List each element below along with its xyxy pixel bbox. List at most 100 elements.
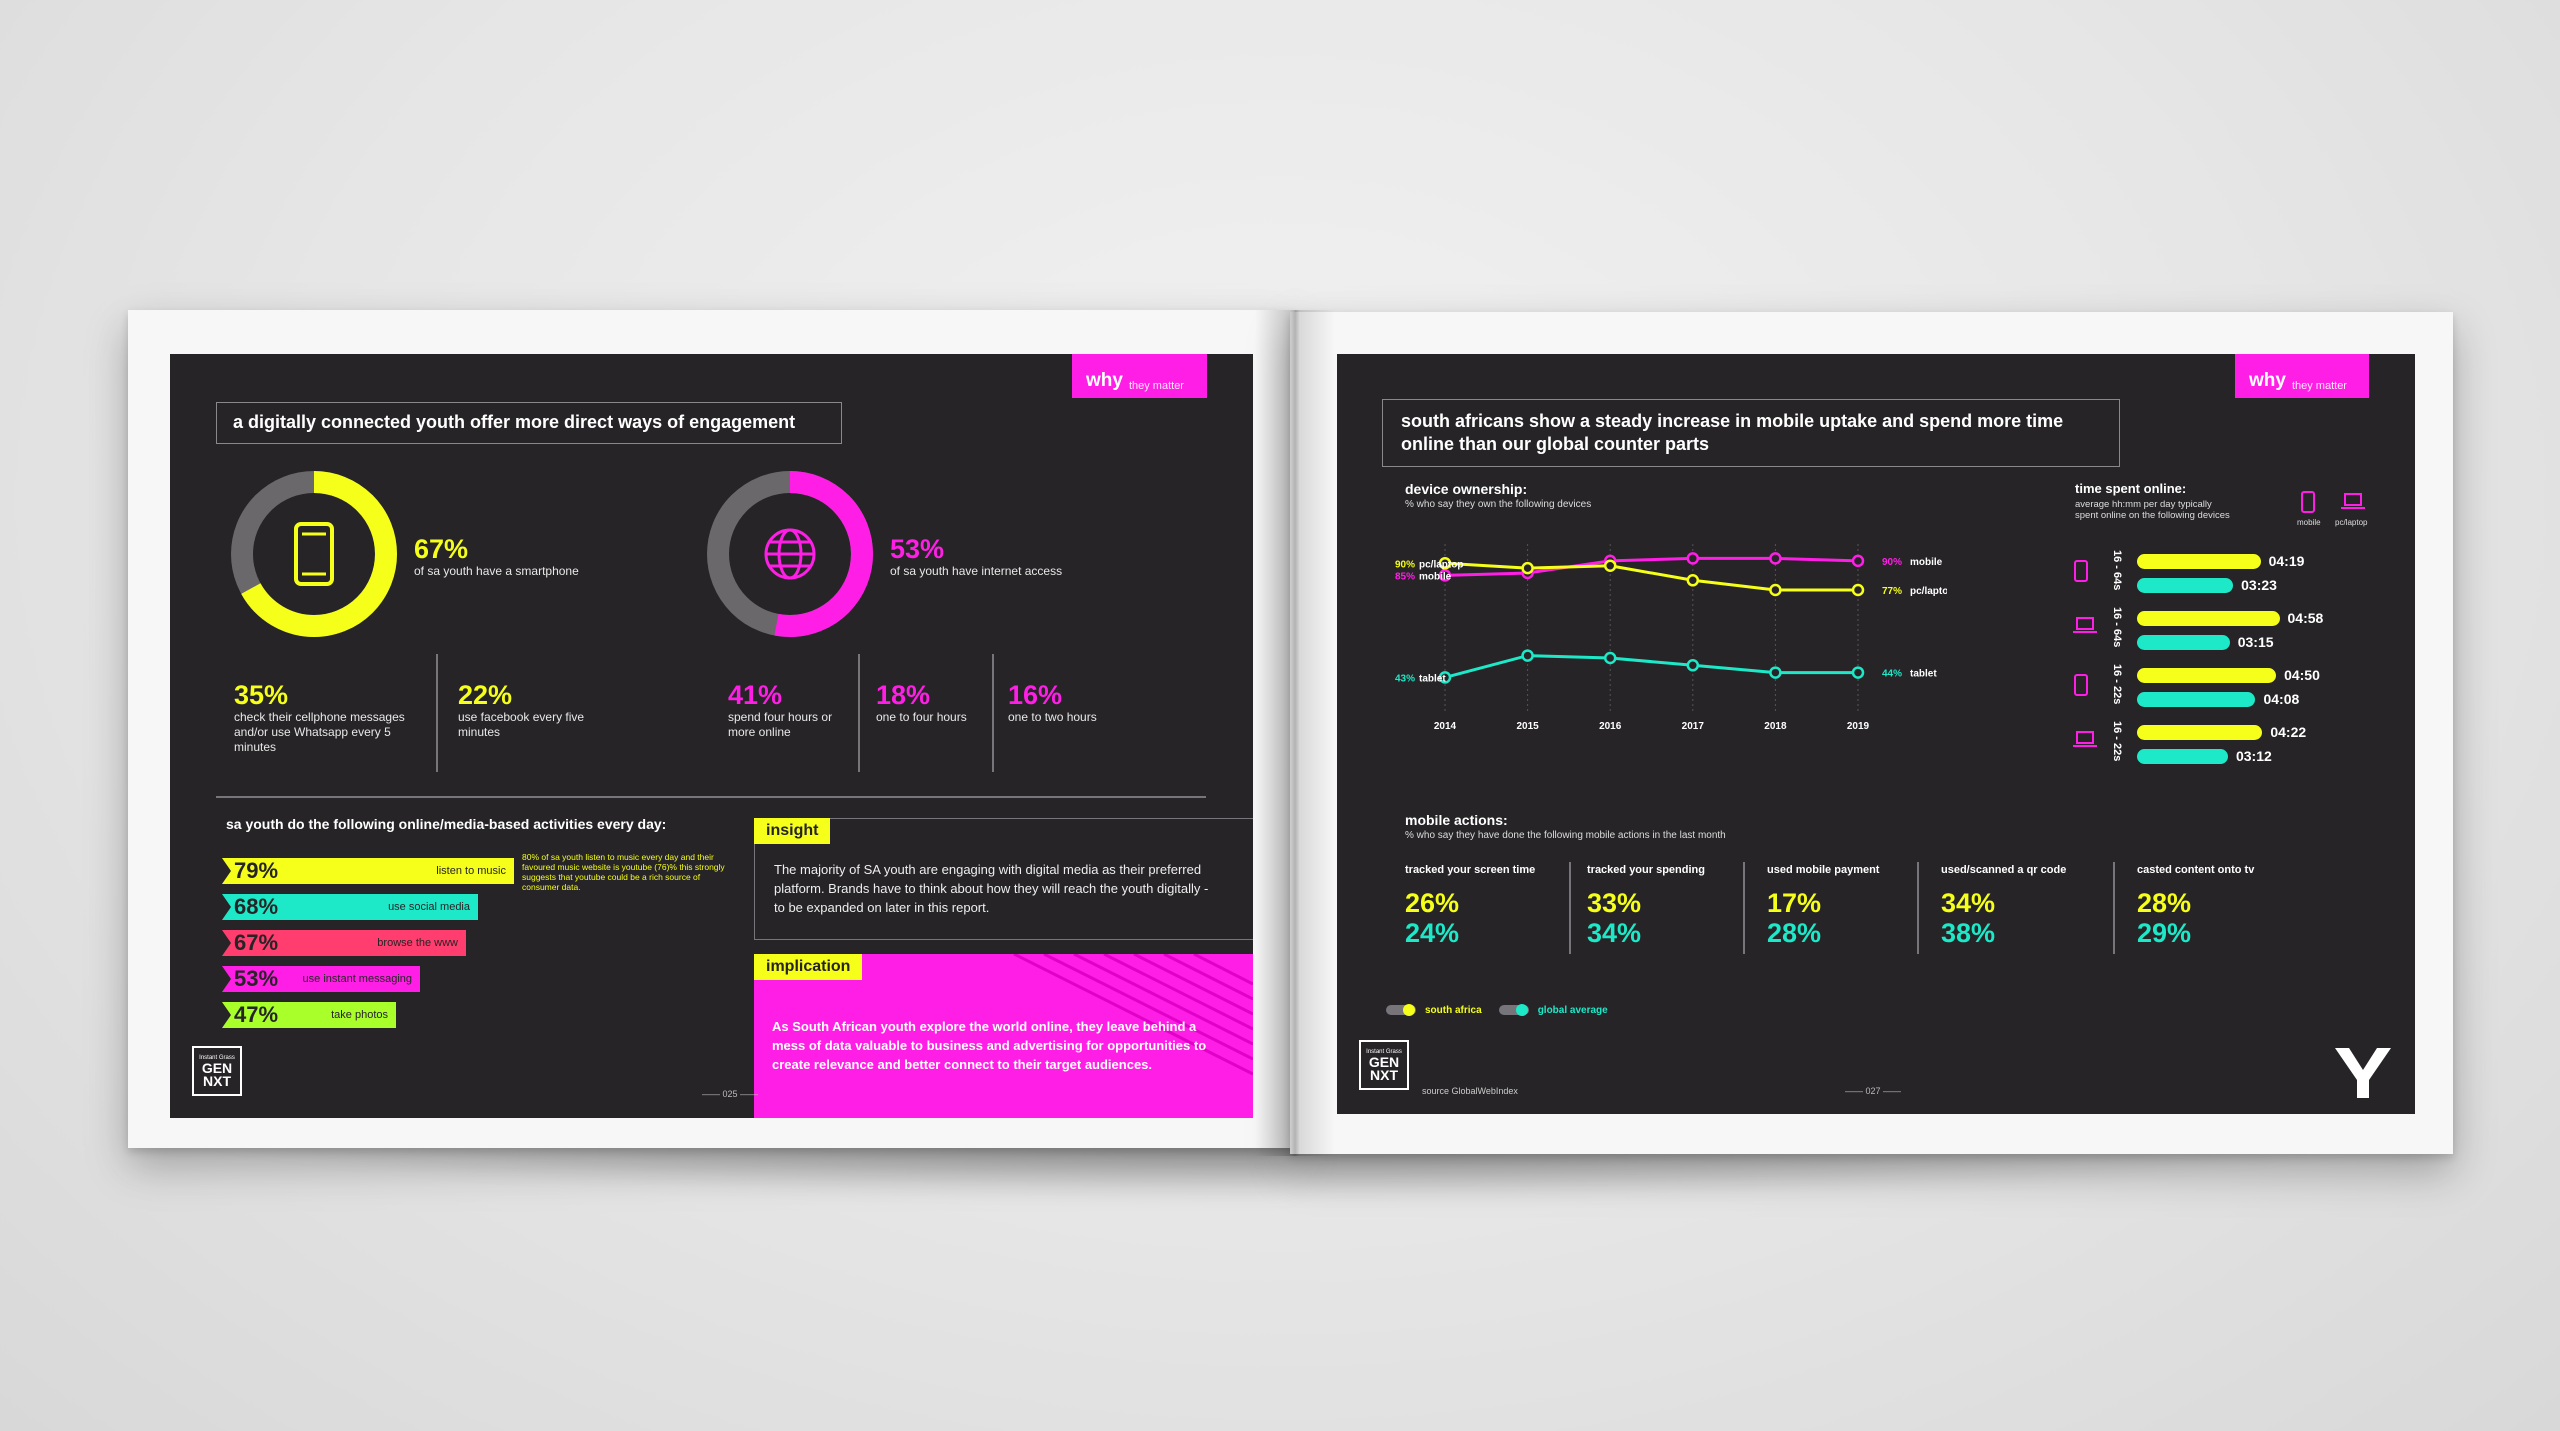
action-global: 38%	[1941, 918, 1996, 948]
data-point	[1769, 552, 1782, 565]
insight-text: The majority of SA youth are engaging wi…	[774, 862, 1209, 915]
mobile-actions-heading: mobile actions:	[1405, 812, 1508, 828]
page-number: —— 027 ——	[1845, 1086, 1902, 1096]
x-tick-label: 2018	[1764, 721, 1787, 732]
activity-bar-browse: 67% browse the www	[222, 930, 466, 956]
gen-nxt-logo: Instant Grass GEN NXT	[192, 1046, 242, 1096]
divider	[1917, 862, 1919, 954]
data-point	[1851, 554, 1865, 568]
activity-value: 79%	[234, 858, 279, 883]
action-global: 24%	[1405, 918, 1460, 948]
why-tag: why they matter	[1072, 354, 1207, 398]
mobile-action-qr: used/scanned a qr code 34% 38%	[1941, 864, 2101, 948]
action-sa: 33%	[1587, 888, 1642, 918]
activity-label: use social media	[388, 901, 470, 913]
book-gutter	[1255, 310, 1335, 1156]
internet-donut	[707, 471, 873, 637]
laptop-icon	[2073, 731, 2097, 754]
data-point	[1686, 659, 1700, 672]
stat-facebook: 22% use facebook every five minutes	[458, 680, 618, 740]
page-number: —— 025 ——	[702, 1089, 759, 1099]
activity-row: 47% take photos	[222, 1002, 396, 1028]
data-point	[1603, 559, 1617, 572]
divider	[858, 654, 860, 772]
stat-one-two: 16% one to two hours	[1008, 680, 1138, 725]
legend-mobile: mobile	[2297, 518, 2321, 527]
action-global: 34%	[1587, 918, 1642, 948]
global-time-value: 03:23	[2241, 577, 2277, 593]
x-tick-label: 2017	[1682, 721, 1705, 732]
activity-value: 47%	[234, 1002, 279, 1027]
mobile-action-payment: used mobile payment 17% 28%	[1767, 864, 1927, 948]
legend-sa: south africa	[1425, 1004, 1482, 1016]
left-page: why they matter a digitally connected yo…	[170, 354, 1253, 1118]
mobile-icon	[2073, 560, 2089, 587]
series-end-value: 77%	[1882, 586, 1902, 597]
age-label: 16 - 22s	[2111, 721, 2123, 762]
mobile-actions-sub: % who say they have done the following m…	[1405, 830, 1726, 841]
data-point	[1521, 561, 1534, 575]
device-heading: device ownership:	[1405, 481, 1528, 497]
laptop-icon	[2073, 617, 2097, 640]
series-start-name: pc/laptop	[1419, 559, 1463, 570]
time-sub: average hh:mm per day typically spent on…	[2075, 499, 2230, 521]
activity-value: 68%	[234, 894, 279, 919]
toggle-global-icon	[1498, 1004, 1529, 1016]
stat-text: use facebook every five minutes	[458, 710, 585, 739]
action-label: tracked your screen time	[1405, 864, 1536, 876]
sa-time-bar	[2137, 611, 2280, 626]
sa-time-value: 04:50	[2284, 667, 2320, 683]
sa-time-value: 04:58	[2287, 610, 2324, 626]
data-point	[1686, 574, 1700, 587]
stat-value: 22%	[458, 680, 513, 710]
action-sa: 17%	[1767, 888, 1822, 918]
smartphone-value: 67%	[414, 534, 469, 564]
series-end-value: 90%	[1882, 557, 1902, 568]
action-label: used mobile payment	[1767, 864, 1880, 876]
stat-value: 35%	[234, 680, 289, 710]
smartphone-text: of sa youth have a smartphone	[414, 564, 579, 578]
series-start-value: 85%	[1395, 571, 1415, 582]
music-note: 80% of sa youth listen to music every da…	[522, 852, 725, 892]
mobile-action-screen-time: tracked your screen time 26% 24%	[1405, 864, 1565, 948]
stat-text: one to four hours	[876, 710, 967, 724]
activity-row: 67% browse the www	[222, 930, 466, 956]
age-label: 16 - 22s	[2111, 664, 2123, 705]
why-sub: they matter	[2291, 380, 2347, 392]
data-point	[1521, 649, 1534, 662]
series-start-name: mobile	[1419, 571, 1452, 582]
page-title: a digitally connected youth offer more d…	[216, 402, 842, 444]
stat-one-four: 18% one to four hours	[876, 680, 996, 725]
x-tick-label: 2015	[1516, 721, 1539, 732]
activity-bar-messaging: 53% use instant messaging	[222, 966, 420, 992]
globe-icon	[764, 528, 816, 580]
series-end-value: 44%	[1882, 669, 1902, 680]
series-start-value: 90%	[1395, 559, 1415, 570]
activities-heading: sa youth do the following online/media-b…	[226, 816, 667, 832]
page-title: south africans show a steady increase in…	[1382, 399, 2120, 467]
why-sub: they matter	[1128, 380, 1184, 392]
insight-label: insight	[754, 818, 831, 844]
mobile-icon	[2073, 674, 2089, 701]
activity-value: 67%	[234, 930, 279, 955]
series-start-value: 43%	[1395, 673, 1415, 684]
data-point	[1769, 583, 1782, 597]
x-tick-label: 2014	[1434, 721, 1457, 732]
global-time-bar	[2137, 749, 2228, 764]
divider	[2113, 862, 2115, 954]
age-label: 16 - 64s	[2111, 607, 2123, 648]
data-point	[1851, 583, 1865, 597]
legend: south africa global average	[1385, 1002, 1608, 1018]
series-line-pc-laptop	[1444, 561, 1858, 592]
divider	[992, 654, 994, 772]
insight-box	[754, 818, 1253, 940]
action-sa: 26%	[1405, 888, 1460, 918]
x-tick-label: 2016	[1599, 721, 1622, 732]
activity-label: listen to music	[436, 865, 506, 877]
stat-four-hours: 41% spend four hours or more online	[728, 680, 858, 740]
data-point	[1438, 671, 1452, 684]
sa-time-bar	[2137, 725, 2263, 740]
y-brand-logo-icon	[2335, 1048, 2391, 1098]
logo-small: Instant Grass	[1366, 1048, 1402, 1055]
section-divider	[216, 796, 1206, 798]
